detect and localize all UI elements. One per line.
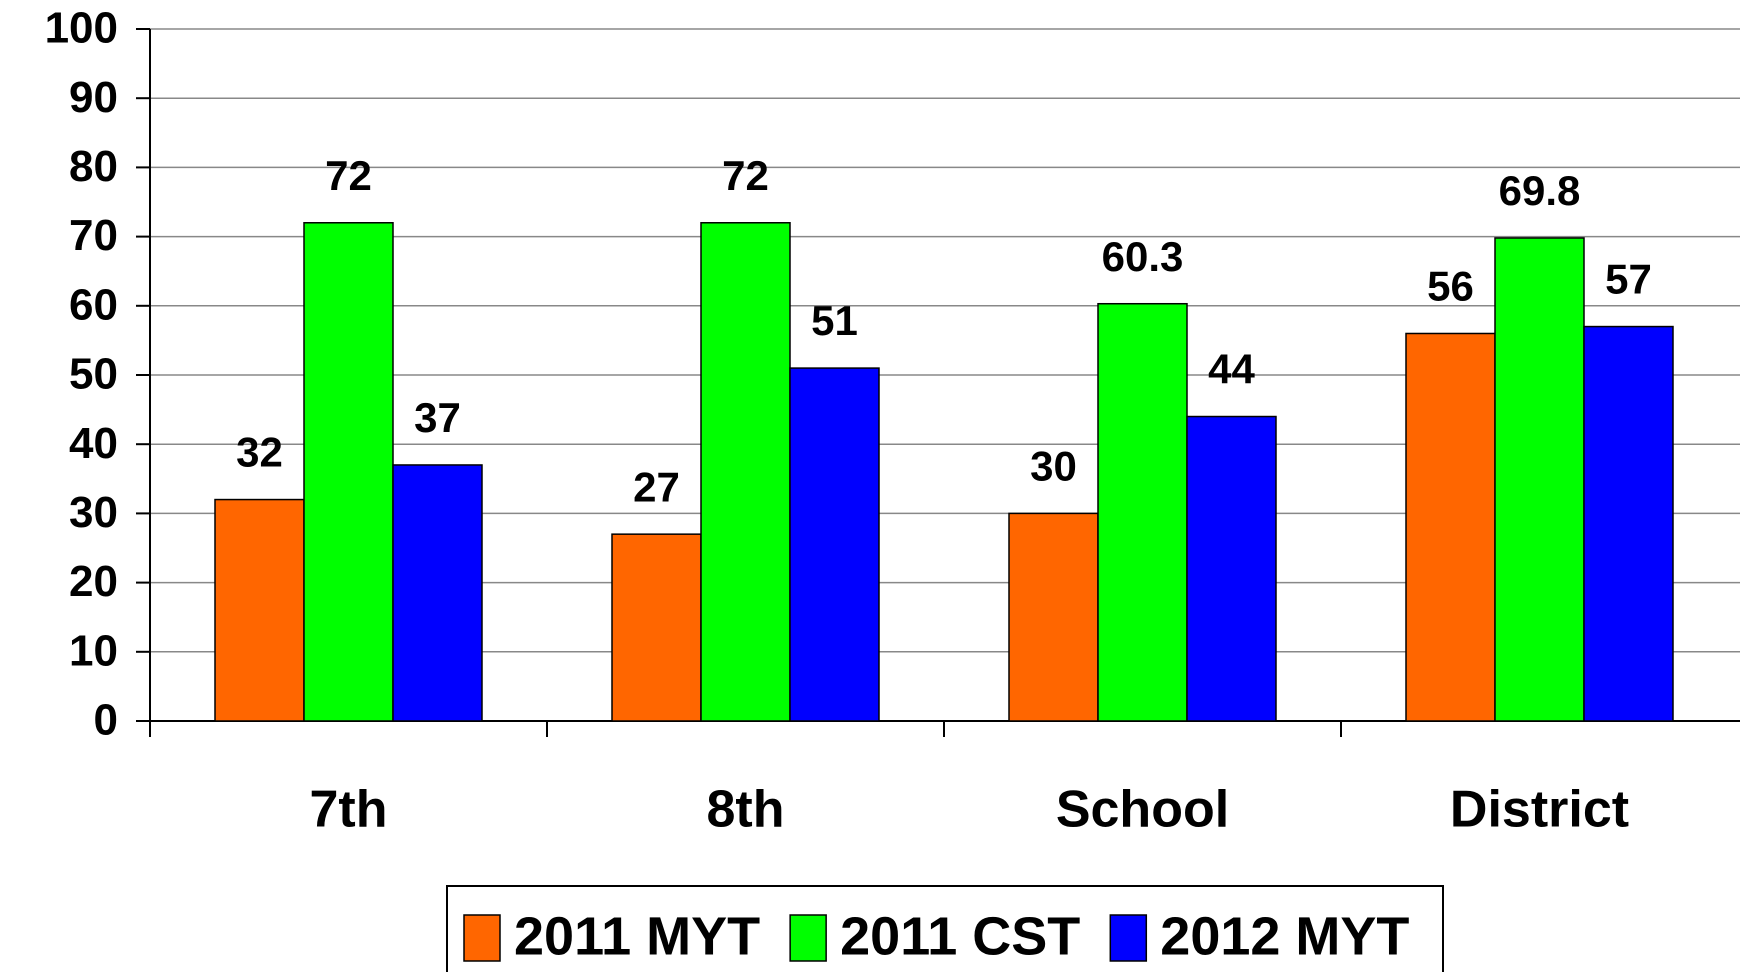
y-tick-label: 10: [69, 626, 118, 675]
legend-label: 2011 CST: [840, 906, 1080, 966]
x-tick-label: 7th: [310, 781, 388, 839]
data-label: 37: [414, 394, 461, 441]
bar: [303, 222, 394, 722]
bar: [1583, 325, 1674, 722]
bar: [392, 464, 483, 722]
y-tick-label: 40: [69, 419, 118, 468]
bar: [1405, 332, 1496, 722]
y-tick-label: 0: [94, 696, 118, 745]
data-label: 56: [1427, 263, 1474, 310]
legend-box: [446, 885, 1444, 972]
legend-label: 2012 MYT: [1160, 906, 1409, 966]
x-tick-label: District: [1450, 781, 1629, 839]
data-label: 30: [1030, 442, 1077, 489]
bar: [1008, 512, 1099, 722]
y-tick-label: 100: [45, 4, 118, 53]
data-label: 72: [722, 152, 769, 199]
y-tick-label: 30: [69, 488, 118, 537]
y-tick-label: 90: [69, 73, 118, 122]
legend-swatch: [789, 914, 827, 962]
data-label: 60.3: [1102, 233, 1184, 280]
data-label: 57: [1605, 256, 1652, 303]
legend: 2011 MYT 2011 CST 2012 MYT: [446, 885, 1444, 972]
legend-swatch: [463, 914, 501, 962]
data-label: 69.8: [1499, 167, 1581, 214]
bar: [789, 367, 880, 722]
y-tick-label: 50: [69, 350, 118, 399]
x-tick-label: School: [1056, 781, 1229, 839]
y-tick-label: 60: [69, 280, 118, 329]
y-tick-label: 70: [69, 211, 118, 260]
legend-label: 2011 MYT: [514, 906, 760, 966]
data-label: 32: [236, 429, 283, 476]
y-tick-label: 80: [69, 142, 118, 191]
legend-swatch: [1109, 914, 1148, 962]
x-tick-label: 8th: [707, 781, 785, 839]
data-label: 44: [1208, 346, 1255, 393]
bar: [1186, 415, 1277, 722]
data-label: 27: [633, 463, 680, 510]
data-label: 51: [811, 297, 858, 344]
data-label: 72: [325, 152, 372, 199]
bar: [700, 222, 791, 722]
y-tick-label: 20: [69, 557, 118, 606]
bar: [214, 498, 305, 722]
bar: [1494, 237, 1585, 722]
bar: [1097, 302, 1188, 722]
bar: [611, 533, 702, 722]
